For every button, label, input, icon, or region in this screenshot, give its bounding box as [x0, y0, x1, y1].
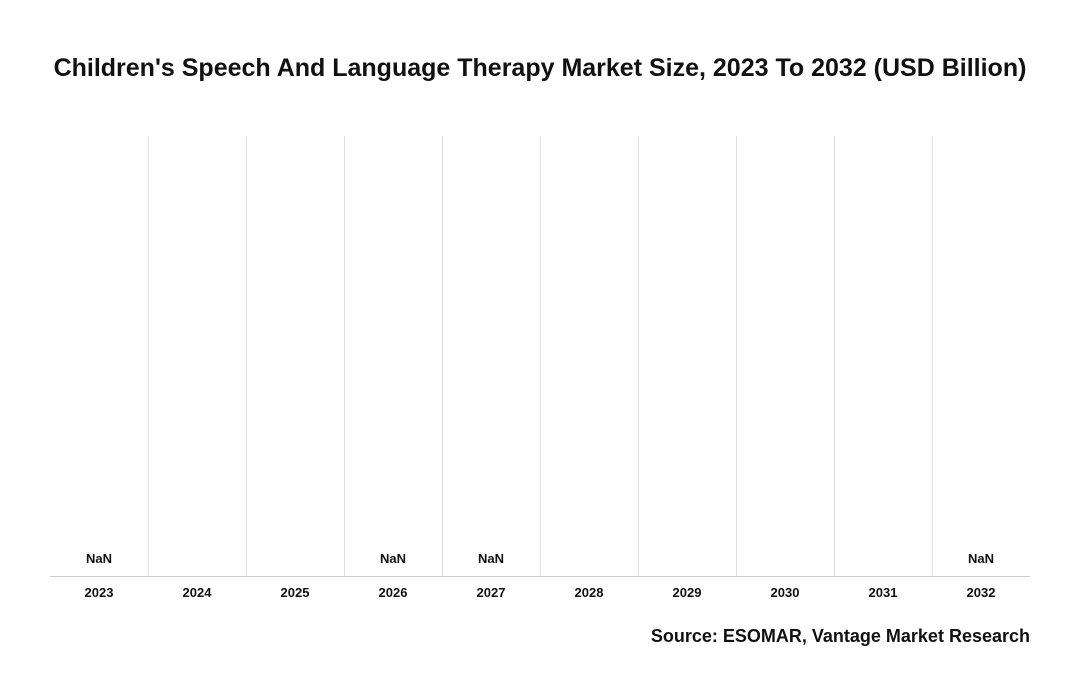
x-axis-tick-label: 2027	[442, 585, 540, 600]
bar-value-label: NaN	[932, 551, 1030, 566]
category-col	[736, 136, 835, 576]
category-col	[834, 136, 933, 576]
x-axis-tick-label: 2030	[736, 585, 834, 600]
category-col: NaN	[932, 136, 1030, 576]
category-col	[540, 136, 639, 576]
bar-value-label: NaN	[344, 551, 442, 566]
bar-value-label: NaN	[442, 551, 540, 566]
chart-title: Children's Speech And Language Therapy M…	[50, 54, 1030, 83]
category-col	[148, 136, 247, 576]
x-axis-tick-label: 2023	[50, 585, 148, 600]
x-axis-tick-label: 2024	[148, 585, 246, 600]
category-col	[246, 136, 345, 576]
x-axis-tick-label: 2026	[344, 585, 442, 600]
x-axis-tick-label: 2025	[246, 585, 344, 600]
x-axis-tick-label: 2028	[540, 585, 638, 600]
source-attribution: Source: ESOMAR, Vantage Market Research	[651, 626, 1030, 647]
category-col	[638, 136, 737, 576]
category-col: NaN	[344, 136, 443, 576]
x-axis-tick-label: 2029	[638, 585, 736, 600]
plot-area: NaN NaN NaN NaN	[50, 136, 1030, 577]
bar-value-label: NaN	[50, 551, 148, 566]
x-axis-tick-label: 2031	[834, 585, 932, 600]
x-axis-tick-label: 2032	[932, 585, 1030, 600]
category-col: NaN	[50, 136, 149, 576]
category-col: NaN	[442, 136, 541, 576]
